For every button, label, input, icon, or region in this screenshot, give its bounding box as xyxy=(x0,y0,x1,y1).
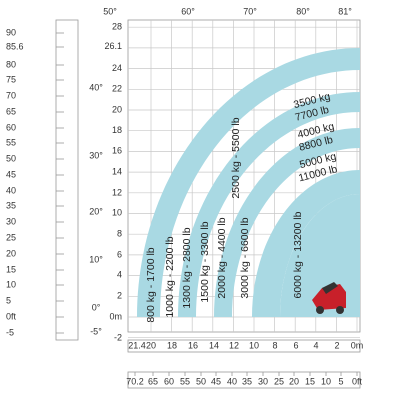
reach-ft-label: 65 xyxy=(148,376,158,386)
reach-m-label: 16 xyxy=(188,340,198,350)
machine-boom xyxy=(322,282,338,294)
ft-ruler xyxy=(55,19,79,341)
height-ft-label: 85.6 xyxy=(6,41,24,51)
height-m-label: 16 xyxy=(112,145,122,155)
angle-label: 10° xyxy=(89,254,103,264)
reach-ft-label: 55 xyxy=(180,376,190,386)
reach-ft-ruler xyxy=(127,371,361,389)
angle-label: 20° xyxy=(89,206,103,216)
height-m-label: 10 xyxy=(112,207,122,217)
height-m-label: 8 xyxy=(117,228,122,238)
reach-ft-label: 30 xyxy=(258,376,268,386)
reach-m-label: 2 xyxy=(334,340,339,350)
reach-m-label: 20 xyxy=(146,340,156,350)
zone-label: 3000 kg - 6600 lb xyxy=(239,217,251,298)
load-zone xyxy=(178,92,360,317)
height-ft-label: 50 xyxy=(6,153,16,163)
height-m-label: 2 xyxy=(117,290,122,300)
angle-label: 70° xyxy=(243,6,257,16)
height-ft-label: 75 xyxy=(6,74,16,84)
reach-ft-label: 10 xyxy=(321,376,331,386)
height-m-label: 24 xyxy=(112,63,122,73)
angle-label: 40° xyxy=(89,82,103,92)
load-zone xyxy=(137,48,360,317)
wheel xyxy=(336,306,344,314)
machine-body xyxy=(312,284,346,310)
reach-m-label: 0m xyxy=(351,340,364,350)
height-ft-label: 30 xyxy=(6,216,16,226)
telehandler xyxy=(312,282,346,314)
angle-label: 60° xyxy=(181,6,195,16)
reach-ft-label: 35 xyxy=(242,376,252,386)
height-m-label: 20 xyxy=(112,104,122,114)
reach-ft-label: 15 xyxy=(305,376,315,386)
wheel xyxy=(316,306,324,314)
angle-label: 50° xyxy=(103,6,117,16)
reach-ft-label: 25 xyxy=(274,376,284,386)
reach-ft-label: 50 xyxy=(196,376,206,386)
height-ft-label: 5 xyxy=(6,295,11,305)
angle-label: 0° xyxy=(92,302,101,312)
load-zone xyxy=(252,170,360,317)
height-ft-label: 0ft xyxy=(6,311,17,321)
height-m-label: 14 xyxy=(112,166,122,176)
height-m-label: 4 xyxy=(117,269,122,279)
reach-m-ruler xyxy=(127,339,361,353)
height-m-label: 0m xyxy=(109,311,122,321)
angle-label: 30° xyxy=(89,150,103,160)
load-zone xyxy=(214,128,360,317)
height-m-label: 26.1 xyxy=(104,41,122,51)
reach-ft-label: 20 xyxy=(289,376,299,386)
height-ft-label: 10 xyxy=(6,279,16,289)
zone-label: 800 kg - 1700 lb xyxy=(145,247,157,322)
height-ft-label: 35 xyxy=(6,200,16,210)
reach-ft-label: 5 xyxy=(338,376,343,386)
height-ft-label: 60 xyxy=(6,122,16,132)
height-ft-label: 45 xyxy=(6,169,16,179)
height-ft-label: 55 xyxy=(6,137,16,147)
height-ft-label: 15 xyxy=(6,264,16,274)
height-ft-label: 25 xyxy=(6,232,16,242)
reach-ft-label: 70.2 xyxy=(126,376,144,386)
height-m-label: 6 xyxy=(117,249,122,259)
reach-m-label: 18 xyxy=(167,340,177,350)
height-m-label: 12 xyxy=(112,187,122,197)
reach-m-label: 6 xyxy=(293,340,298,350)
reach-ft-label: 60 xyxy=(164,376,174,386)
height-m-label: 18 xyxy=(112,125,122,135)
height-m-label: 28 xyxy=(112,21,122,31)
height-m-label: 22 xyxy=(112,83,122,93)
zone-label: 2000 kg - 4400 lb xyxy=(216,217,228,298)
reach-ft-label: 40 xyxy=(227,376,237,386)
zone-label: 1000 kg - 2200 lb xyxy=(164,236,176,317)
angle-label: 81° xyxy=(338,6,352,16)
height-ft-label: 40 xyxy=(6,185,16,195)
angle-label: 80° xyxy=(296,6,310,16)
height-ft-label: 20 xyxy=(6,248,16,258)
height-m-label: -2 xyxy=(114,332,122,342)
height-ft-label: 65 xyxy=(6,106,16,116)
zone-label: 1500 kg - 3300 lb xyxy=(199,221,211,302)
zone-label: 6000 kg - 13200 lb xyxy=(292,211,304,298)
reach-m-label: 14 xyxy=(209,340,219,350)
reach-m-label: 4 xyxy=(313,340,318,350)
reach-m-label: 8 xyxy=(272,340,277,350)
reach-m-label: 10 xyxy=(249,340,259,350)
zone-label: 1300 kg - 2800 lb xyxy=(181,227,193,308)
height-ft-label: 70 xyxy=(6,90,16,100)
height-ft-label: 80 xyxy=(6,59,16,69)
zone-label: 2500 kg - 5500 lb xyxy=(230,117,242,198)
height-ft-label: -5 xyxy=(6,327,14,337)
reach-m-label: 21.4 xyxy=(128,340,146,350)
reach-ft-label: 45 xyxy=(211,376,221,386)
reach-ft-label: 0ft xyxy=(352,376,363,386)
height-ft-label: 90 xyxy=(6,27,16,37)
angle-label: -5° xyxy=(90,326,102,336)
reach-m-label: 12 xyxy=(229,340,239,350)
